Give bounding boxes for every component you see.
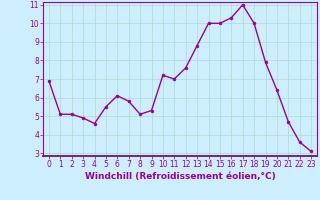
X-axis label: Windchill (Refroidissement éolien,°C): Windchill (Refroidissement éolien,°C) <box>84 172 276 181</box>
